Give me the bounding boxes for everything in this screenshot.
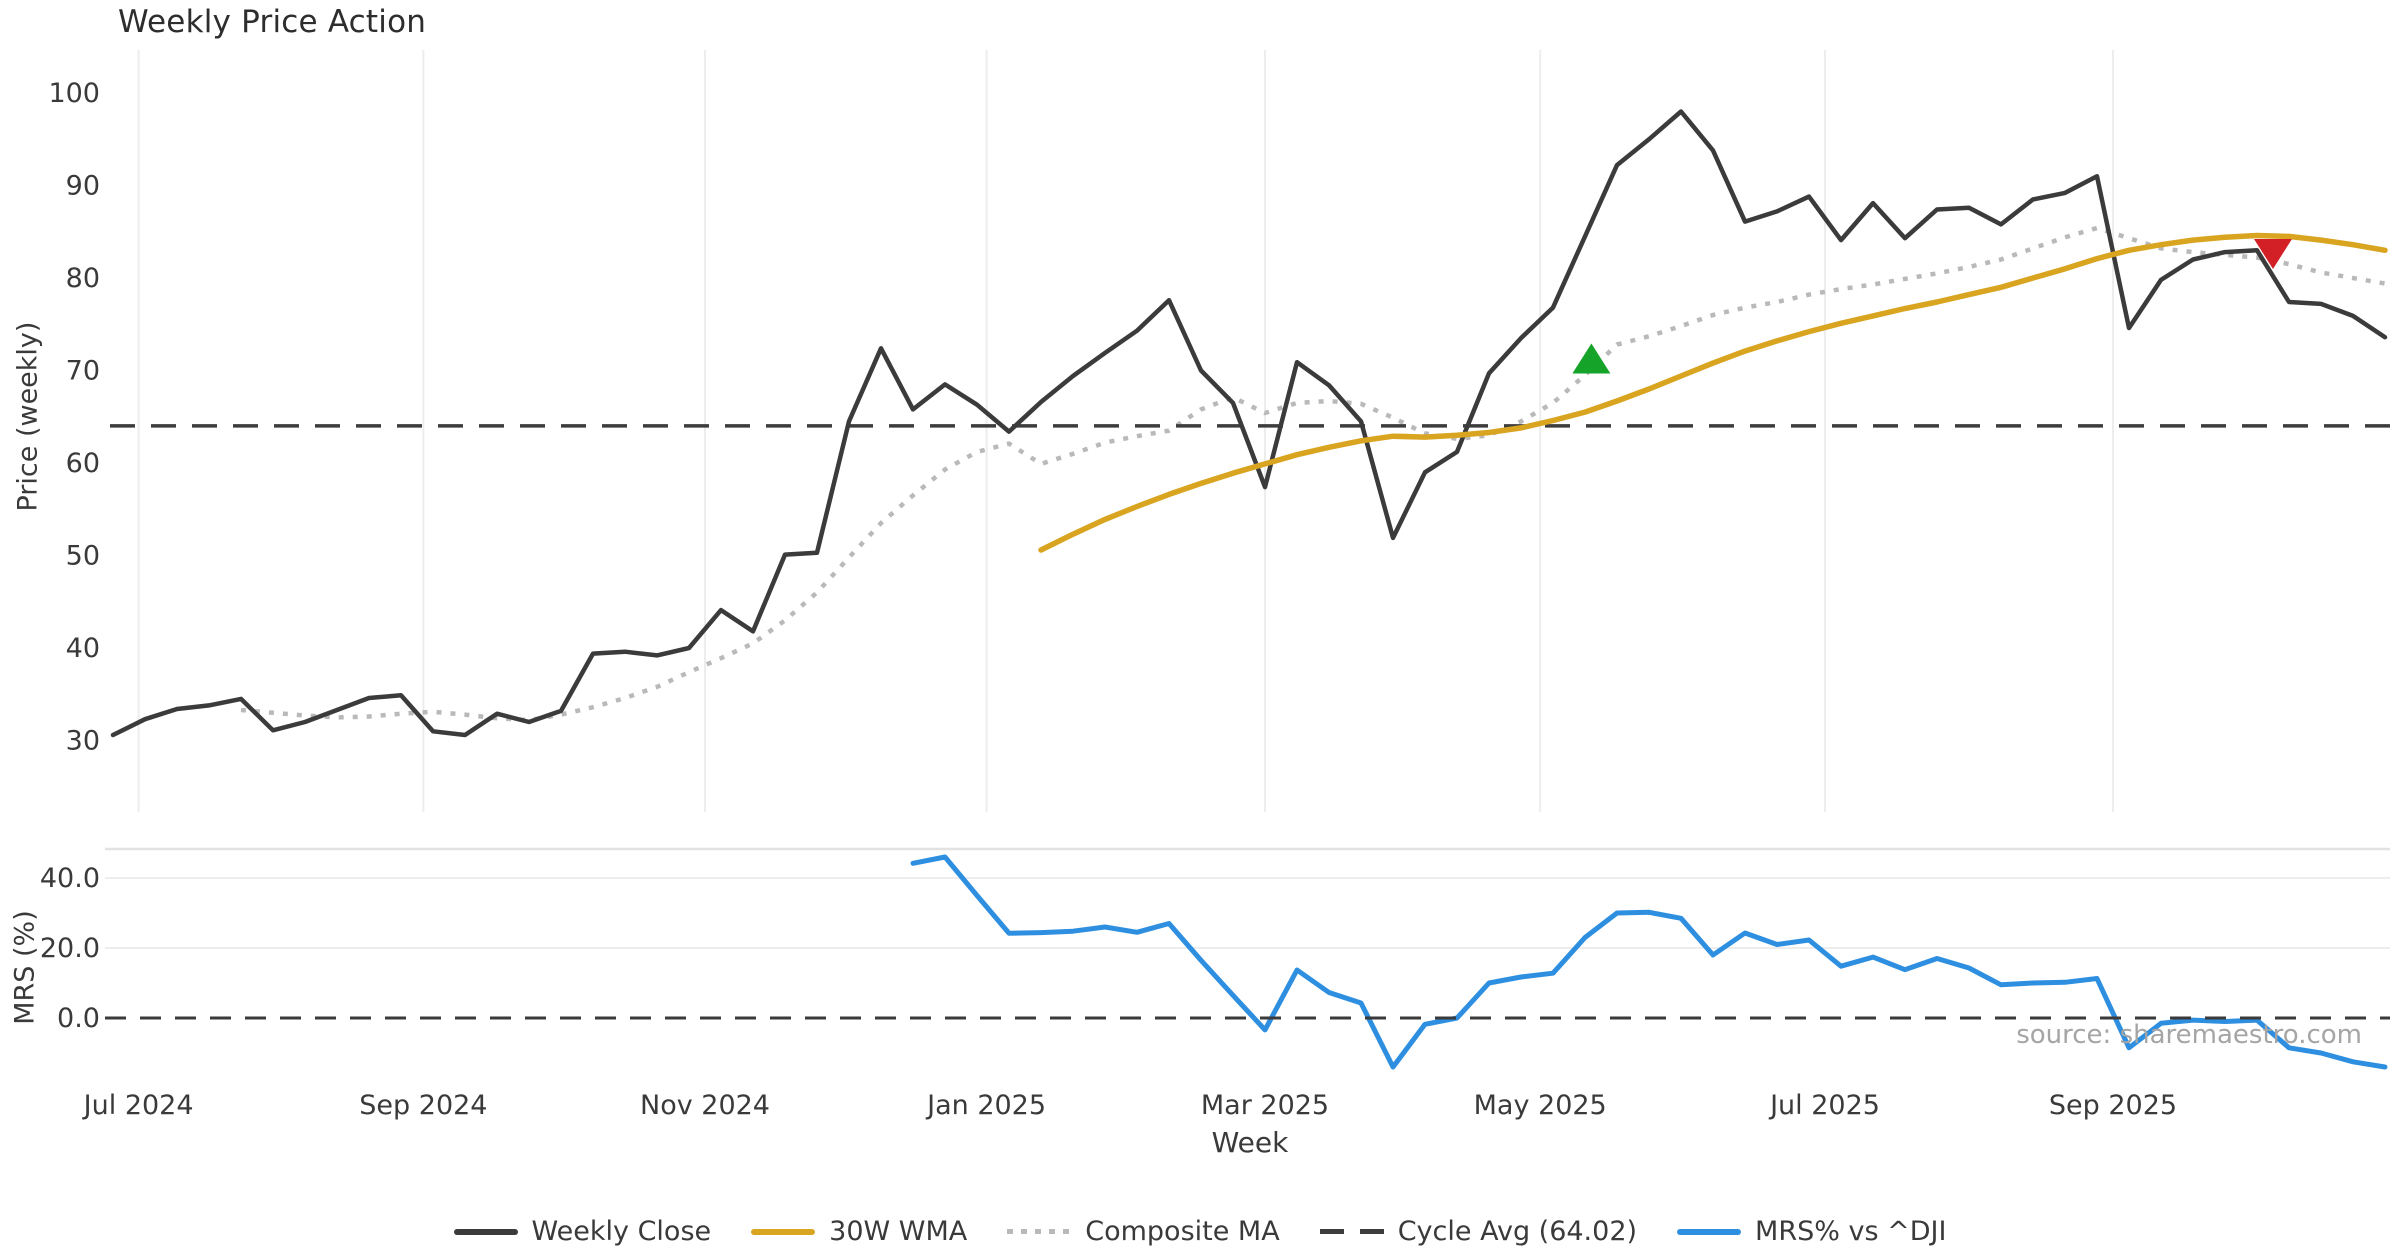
svg-text:May 2025: May 2025 <box>1474 1090 1607 1121</box>
legend-swatch-solid <box>1677 1228 1742 1235</box>
legend-swatch-solid <box>453 1228 518 1235</box>
legend-label: Cycle Avg (64.02) <box>1397 1216 1638 1247</box>
legend-item: Composite MA <box>1007 1216 1280 1247</box>
legend-label: 30W WMA <box>829 1216 968 1247</box>
legend-item: Weekly Close <box>453 1216 712 1247</box>
svg-text:Mar 2025: Mar 2025 <box>1201 1090 1329 1121</box>
chart-legend: Weekly Close 30W WMA Composite MA Cycle Avg… <box>0 1216 2400 1247</box>
svg-text:60: 60 <box>66 448 100 479</box>
price-axis-label: Price (weekly) <box>12 321 44 512</box>
svg-text:20.0: 20.0 <box>40 933 100 964</box>
svg-text:30: 30 <box>66 726 100 757</box>
legend-swatch-solid <box>751 1228 816 1235</box>
svg-text:100: 100 <box>48 78 100 109</box>
source-watermark: source: sharemaestro.com <box>2016 1020 2362 1050</box>
svg-text:50: 50 <box>66 541 100 572</box>
svg-text:Sep 2024: Sep 2024 <box>359 1090 487 1121</box>
svg-text:90: 90 <box>66 171 100 202</box>
svg-text:40.0: 40.0 <box>40 863 100 894</box>
svg-text:Sep 2025: Sep 2025 <box>2049 1090 2177 1121</box>
legend-item: Cycle Avg (64.02) <box>1319 1216 1638 1247</box>
legend-label: Composite MA <box>1085 1216 1280 1247</box>
svg-text:Jul 2025: Jul 2025 <box>1768 1090 1880 1121</box>
svg-text:Nov 2024: Nov 2024 <box>640 1090 770 1121</box>
legend-item: MRS% vs ^DJI <box>1677 1216 1946 1247</box>
week-axis-label: Week <box>1211 1126 1289 1159</box>
legend-label: MRS% vs ^DJI <box>1755 1216 1947 1247</box>
svg-text:Jan 2025: Jan 2025 <box>925 1090 1046 1121</box>
mrs-axis-label: MRS (%) <box>9 910 41 1025</box>
svg-text:70: 70 <box>66 356 100 387</box>
svg-text:80: 80 <box>66 263 100 294</box>
legend-swatch-dotted <box>1007 1229 1072 1234</box>
chart-title: Weekly Price Action <box>118 4 427 40</box>
svg-text:0.0: 0.0 <box>57 1003 100 1034</box>
svg-text:Jul 2024: Jul 2024 <box>82 1090 194 1121</box>
svg-text:40: 40 <box>66 633 100 664</box>
legend-label: Weekly Close <box>531 1216 712 1247</box>
legend-swatch-dashed <box>1319 1229 1384 1234</box>
legend-item: 30W WMA <box>751 1216 967 1247</box>
